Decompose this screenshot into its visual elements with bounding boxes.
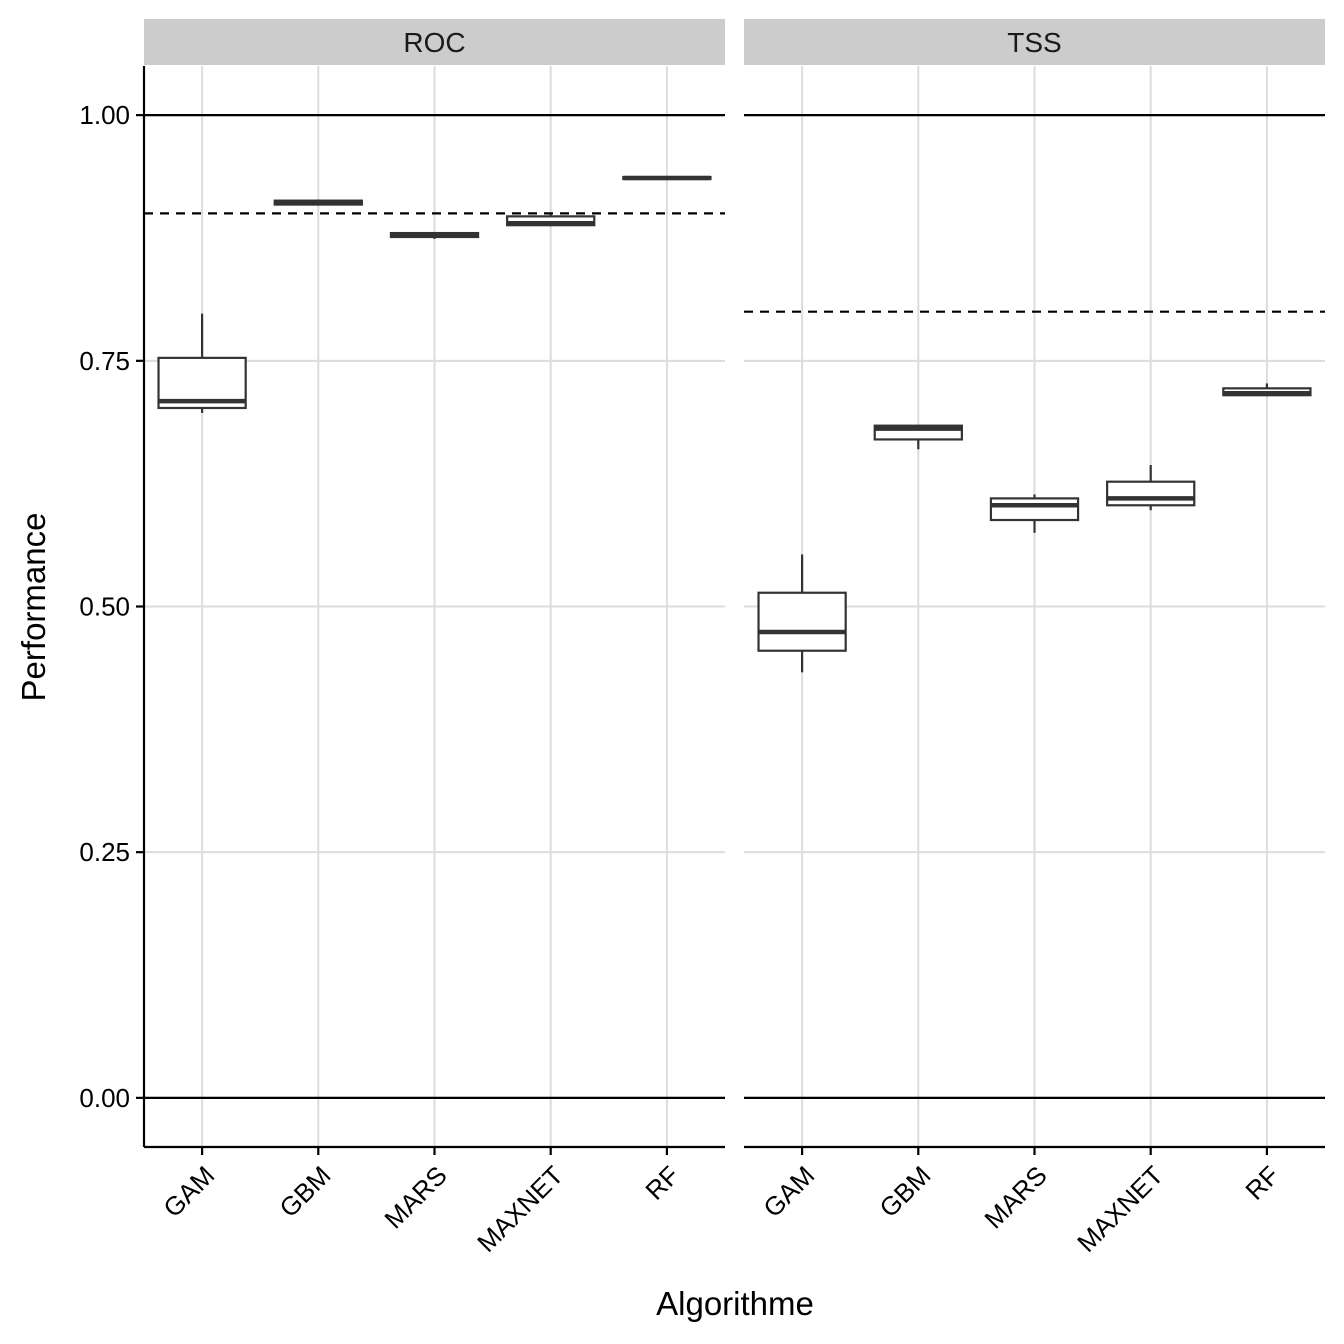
x-tick-label: GAM bbox=[757, 1160, 820, 1223]
facet-strip-label: TSS bbox=[1007, 27, 1061, 58]
y-tick-label: 1.00 bbox=[79, 100, 130, 130]
facet-panel-tss: TSS GAM GBM MARS MAXNET RF bbox=[744, 19, 1325, 1258]
box-gbm bbox=[273, 199, 363, 206]
facet-strip-label: ROC bbox=[403, 27, 465, 58]
x-tick-label: MAXNET bbox=[1071, 1160, 1169, 1258]
x-tick-label: GBM bbox=[273, 1160, 336, 1223]
x-axis-title: Algorithme bbox=[656, 1285, 814, 1322]
box-mars bbox=[389, 231, 480, 239]
x-tick-label: RF bbox=[1239, 1160, 1285, 1206]
y-tick-label: 0.75 bbox=[79, 346, 130, 376]
y-tick-label: 0.50 bbox=[79, 592, 130, 622]
box-body bbox=[1106, 480, 1196, 507]
facet-panel-roc: ROC GAM GBM MARS MAXNET RF bbox=[144, 19, 725, 1258]
facet-strip bbox=[144, 19, 725, 65]
box-maxnet bbox=[1106, 464, 1196, 511]
x-tick-label: MAXNET bbox=[471, 1160, 569, 1258]
box-rf bbox=[622, 175, 712, 181]
box-rf bbox=[1222, 383, 1312, 397]
facet-strip bbox=[744, 19, 1325, 65]
x-tick-label: RF bbox=[639, 1160, 685, 1206]
plot-area: ROC GAM GBM MARS MAXNET RF TSS GAM GBM MARS MAXNET… bbox=[79, 19, 1325, 1258]
x-tick-label: GBM bbox=[873, 1160, 936, 1223]
x-tick-label: MARS bbox=[978, 1160, 1052, 1234]
box-mars bbox=[989, 494, 1080, 533]
y-tick-label: 0.00 bbox=[79, 1083, 130, 1113]
y-tick-label: 0.25 bbox=[79, 837, 130, 867]
box-gam bbox=[757, 554, 847, 673]
box-gam bbox=[157, 313, 247, 413]
box-gbm bbox=[873, 424, 963, 450]
box-body bbox=[757, 591, 847, 652]
box-body bbox=[989, 497, 1080, 522]
y-axis-title: Performance bbox=[15, 513, 52, 702]
x-tick-label: MARS bbox=[378, 1160, 452, 1234]
x-tick-label: GAM bbox=[157, 1160, 220, 1223]
box-maxnet bbox=[506, 214, 596, 227]
